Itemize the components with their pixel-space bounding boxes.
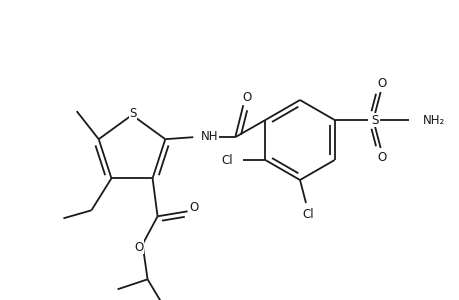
Text: O: O	[376, 151, 386, 164]
Text: NH₂: NH₂	[422, 113, 444, 127]
Text: NH: NH	[201, 130, 218, 143]
Text: O: O	[376, 76, 386, 89]
Text: S: S	[129, 106, 136, 119]
Text: O: O	[134, 241, 143, 254]
Text: S: S	[370, 113, 377, 127]
Text: O: O	[189, 201, 198, 214]
Text: O: O	[242, 91, 252, 104]
Text: Cl: Cl	[221, 154, 233, 166]
Text: Cl: Cl	[302, 208, 313, 220]
